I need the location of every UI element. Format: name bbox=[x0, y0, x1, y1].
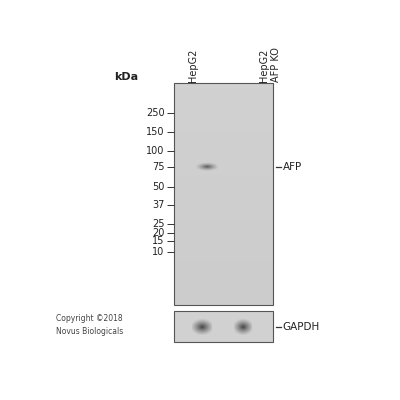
Bar bbox=[174, 311, 273, 342]
Text: 15: 15 bbox=[152, 236, 165, 246]
Text: HepG2: HepG2 bbox=[188, 48, 198, 82]
Text: 100: 100 bbox=[146, 146, 165, 156]
Text: AFP: AFP bbox=[282, 162, 302, 172]
Bar bbox=[174, 84, 273, 305]
Text: 25: 25 bbox=[152, 219, 165, 229]
Text: 75: 75 bbox=[152, 162, 165, 172]
Text: 50: 50 bbox=[152, 182, 165, 192]
Text: kDa: kDa bbox=[114, 72, 138, 82]
Text: GAPDH: GAPDH bbox=[282, 322, 320, 332]
Text: 10: 10 bbox=[152, 246, 165, 256]
Text: HepG2
AFP KO: HepG2 AFP KO bbox=[259, 47, 281, 82]
Text: 20: 20 bbox=[152, 228, 165, 238]
Text: Copyright ©2018
Novus Biologicals: Copyright ©2018 Novus Biologicals bbox=[56, 314, 124, 336]
Text: 37: 37 bbox=[152, 200, 165, 210]
Text: 150: 150 bbox=[146, 127, 165, 137]
Text: 250: 250 bbox=[146, 108, 165, 118]
